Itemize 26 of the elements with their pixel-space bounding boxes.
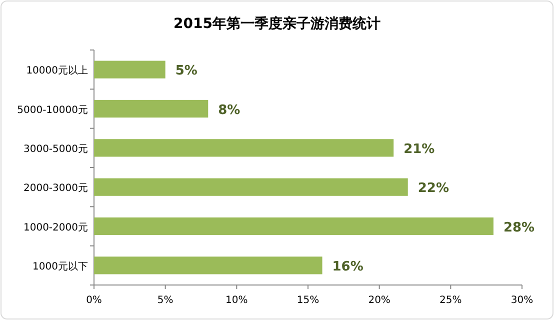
- y-tick-label: 3000-5000元: [23, 144, 88, 155]
- data-label: 5%: [175, 64, 198, 79]
- bar: [94, 178, 408, 196]
- x-tick-label: 5%: [157, 295, 174, 306]
- data-label: 22%: [418, 181, 449, 196]
- data-label: 16%: [332, 259, 364, 274]
- bar: [94, 100, 208, 118]
- data-label: 8%: [218, 102, 240, 118]
- x-tick-label: 10%: [226, 295, 248, 306]
- y-tick-label: 2000-3000元: [23, 183, 88, 194]
- data-label: 21%: [404, 142, 435, 157]
- y-tick-label: 1000-2000元: [23, 222, 88, 234]
- chart-title: 2015年第一季度亲子游消费统计: [174, 15, 380, 32]
- x-tick-label: 30%: [510, 295, 534, 306]
- x-tick-label: 15%: [296, 295, 320, 306]
- x-tick-label: 0%: [86, 295, 102, 306]
- x-tick-label: 20%: [368, 295, 390, 306]
- bar: [94, 60, 166, 78]
- y-tick-label: 1000元以下: [32, 260, 88, 272]
- bar: [94, 217, 494, 236]
- x-tick-label: 25%: [440, 295, 462, 306]
- y-tick-label: 5000-10000元: [17, 104, 88, 116]
- y-tick-label: 10000元以上: [26, 64, 88, 77]
- bar: [94, 139, 394, 157]
- data-label: 28%: [503, 220, 535, 236]
- bar: [94, 256, 322, 274]
